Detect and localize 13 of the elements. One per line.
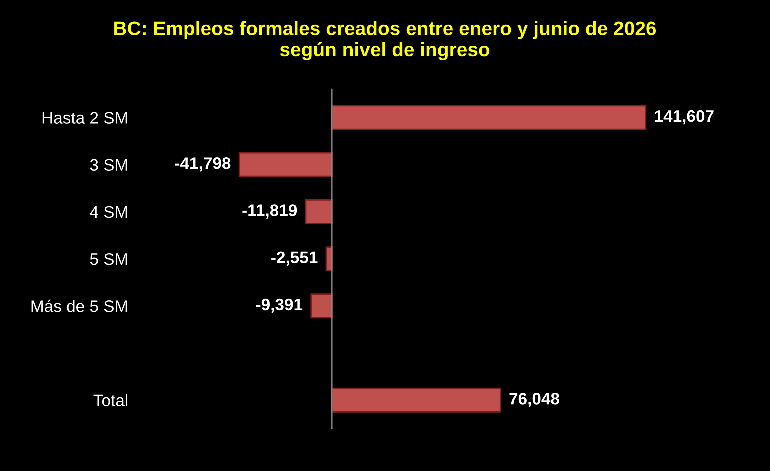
data-label: -2,551 [272, 252, 318, 266]
data-label: -11,819 [242, 204, 298, 219]
y-tick-label: Más de 5 SM [32, 300, 128, 312]
y-tick-label: Total [94, 394, 128, 407]
data-label: -9,391 [256, 298, 303, 314]
y-tick-label: Hasta 2 SM [42, 112, 128, 124]
y-tick-label: 3 SM [90, 159, 128, 172]
data-label: 76,048 [510, 393, 560, 408]
y-tick-label: 5 SM [90, 253, 128, 266]
data-label: 141,607 [655, 110, 714, 125]
chart-title: BC: Empleos formales creados entre enero y junio de 2026 según nivel de ingreso [114, 21, 656, 61]
y-tick-label: 4 SM [90, 206, 128, 218]
data-label: -41,798 [175, 158, 231, 172]
